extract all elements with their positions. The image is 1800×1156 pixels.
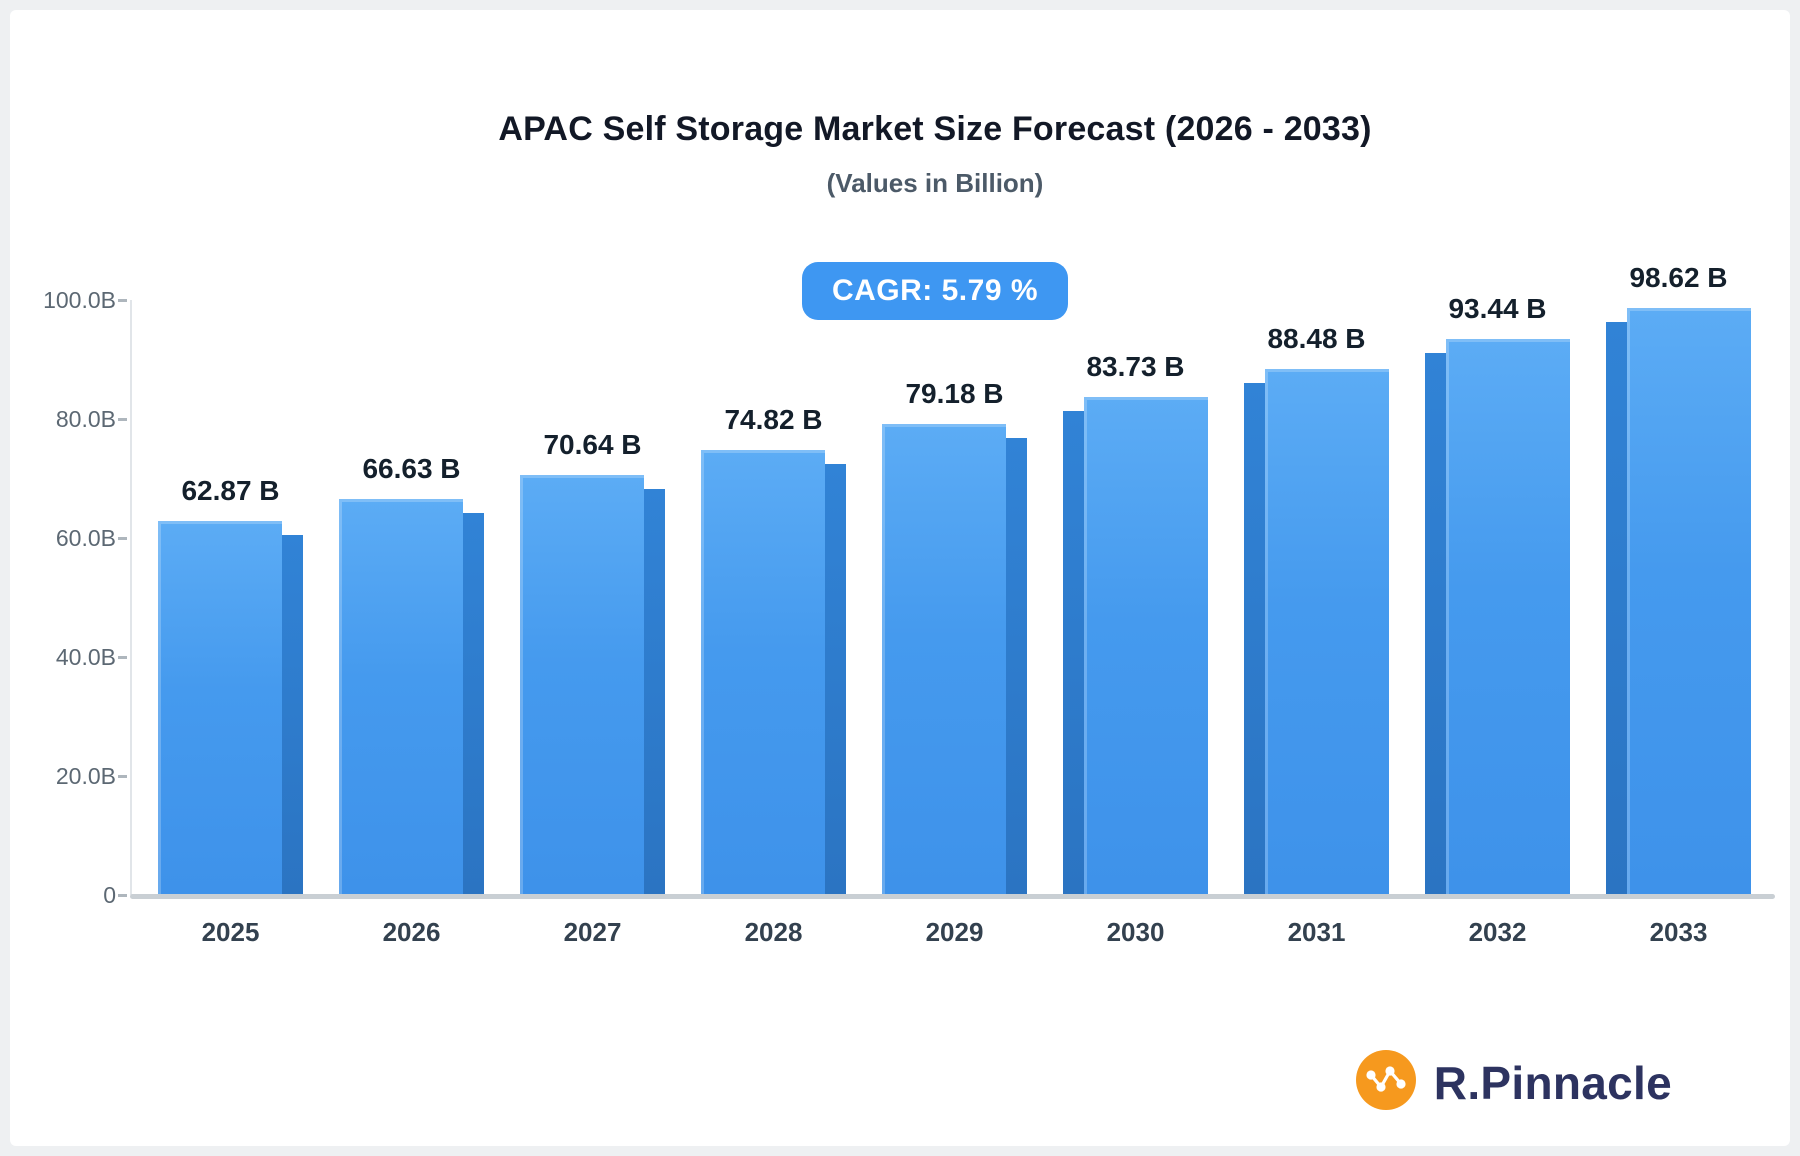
y-axis-tick — [118, 775, 127, 778]
bar-value-label: 83.73 B — [1086, 351, 1185, 382]
y-axis-tick — [118, 656, 127, 659]
bar-group: 93.44 B — [1425, 293, 1570, 895]
bar-group: 74.82 B — [701, 404, 846, 895]
brand-logo: R.Pinnacle — [1354, 1048, 1672, 1117]
bar-value-label: 70.64 B — [543, 429, 642, 460]
x-axis-label: 2026 — [382, 917, 441, 947]
y-axis-label: 40.0B — [55, 644, 116, 670]
chart-card: APAC Self Storage Market Size Forecast (… — [10, 10, 1790, 1146]
x-axis-label: 2031 — [1287, 917, 1346, 947]
network-nodes-icon — [1354, 1048, 1418, 1117]
y-axis-label: 100.0B — [43, 287, 116, 313]
x-axis-label: 2025 — [201, 917, 260, 947]
bar-value-label: 74.82 B — [724, 404, 823, 435]
bar-face — [1084, 397, 1208, 895]
bar-face — [158, 521, 282, 895]
bar-value-label: 79.18 B — [905, 378, 1004, 409]
x-axis-label: 2030 — [1106, 917, 1165, 947]
cagr-badge-row: CAGR: 5.79 % — [115, 262, 1755, 320]
y-axis-label: 0 — [103, 882, 116, 908]
x-axis-label: 2027 — [563, 917, 622, 947]
x-axis-label: 2033 — [1649, 917, 1708, 947]
y-axis-tick — [118, 418, 127, 421]
bar-face — [339, 499, 463, 895]
bar-side — [1244, 383, 1265, 895]
y-axis-label: 80.0B — [55, 406, 116, 432]
bar-side — [463, 513, 484, 895]
y-axis-tick — [118, 894, 127, 897]
bar-side — [282, 535, 303, 895]
bar-side — [644, 489, 665, 895]
bar-side — [1063, 411, 1084, 895]
bar-group: 83.73 B — [1063, 351, 1208, 895]
y-axis-tick — [118, 537, 127, 540]
bar-face — [1265, 369, 1389, 895]
page-title: APAC Self Storage Market Size Forecast (… — [498, 110, 1372, 148]
bar-value-label: 62.87 B — [181, 475, 280, 506]
bar-group: 62.87 B — [158, 475, 303, 895]
bar-group: 98.62 B — [1606, 262, 1751, 895]
bar-face — [701, 450, 825, 895]
bar-value-label: 98.62 B — [1629, 262, 1728, 293]
bar-group: 79.18 B — [882, 378, 1027, 895]
bar-side — [1425, 353, 1446, 895]
bar-group: 66.63 B — [339, 453, 484, 895]
y-axis-label: 60.0B — [55, 525, 116, 551]
bar-value-label: 93.44 B — [1448, 293, 1547, 324]
bar-value-label: 66.63 B — [362, 453, 461, 484]
x-axis-label: 2029 — [925, 917, 984, 947]
y-axis-label: 20.0B — [55, 763, 116, 789]
bar-value-label: 88.48 B — [1267, 323, 1366, 354]
bar-face — [882, 424, 1006, 895]
brand-name: R.Pinnacle — [1433, 1056, 1672, 1109]
bar-group: 88.48 B — [1244, 323, 1389, 895]
bar-face — [1627, 308, 1751, 895]
bar-side — [1606, 322, 1627, 895]
cagr-badge: CAGR: 5.79 % — [801, 262, 1069, 320]
bar-face — [1446, 339, 1570, 895]
page-subtitle: (Values in Billion) — [826, 168, 1044, 198]
bar-group: 70.64 B — [520, 429, 665, 895]
x-axis-label: 2032 — [1468, 917, 1527, 947]
bar-side — [825, 464, 846, 895]
plot-area: 100.0B 80.0B 60.0B 40.0B 20.0B 0 62.87 B 66.63 … — [43, 262, 1775, 947]
y-axis-tick — [118, 299, 127, 302]
x-axis-label: 2028 — [744, 917, 803, 947]
bar-side — [1006, 438, 1027, 895]
bar-face — [520, 475, 644, 895]
